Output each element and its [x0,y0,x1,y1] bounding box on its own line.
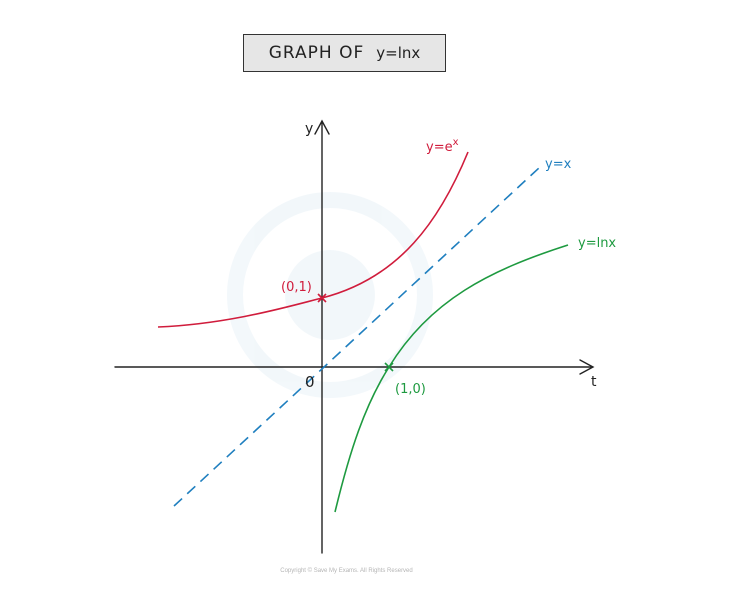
title-text: GRAPH OF [268,43,365,63]
ln-intercept-marker [384,362,394,372]
x-axis-label: t [591,374,597,390]
title-function: y=lnx [376,44,421,62]
ln-intercept-label: (1,0) [395,382,426,397]
origin-label: 0 [305,373,315,391]
exp-intercept-label: (0,1) [281,280,312,295]
title-box: GRAPH OF y=lnx [243,34,446,72]
exp-label-base: y=e [426,140,453,155]
x-axis-arrow [579,359,595,375]
axes [114,119,595,554]
ln-curve [334,244,569,513]
copyright-text: Copyright © Save My Exams. All Rights Re… [280,568,413,574]
exp-label-superscript: x [453,137,459,148]
line-label: y=x [545,157,572,172]
exp-label: y=ex [426,137,459,155]
ln-label: y=lnx [578,236,616,251]
exp-intercept-marker [317,293,327,303]
y-axis-label: y [305,121,313,137]
y-axis-arrow [314,119,330,135]
line-y-equals-x [173,166,541,507]
